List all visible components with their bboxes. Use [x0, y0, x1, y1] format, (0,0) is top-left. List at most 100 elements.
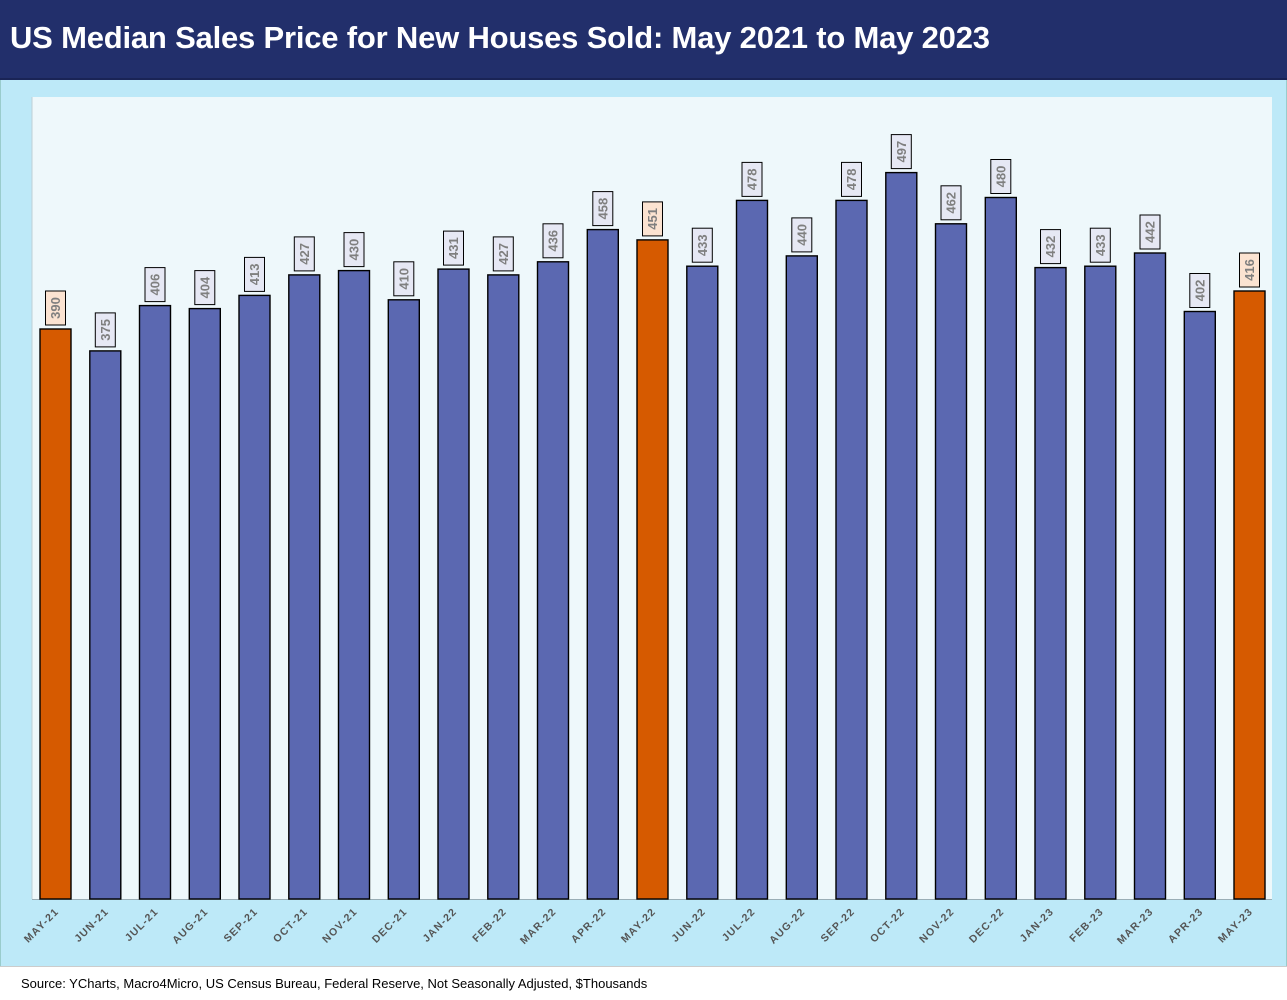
bar-apr-22 — [586, 228, 619, 900]
data-label-box-sep-22 — [841, 161, 862, 197]
data-label-box-oct-21 — [293, 236, 315, 272]
data-label-box-jun-22 — [691, 227, 713, 263]
data-label-box-apr-23 — [1189, 273, 1211, 308]
bar-feb-22 — [487, 274, 520, 900]
bar-mar-22 — [536, 261, 570, 900]
x-tick-jul-21: JUL-21 — [123, 906, 161, 944]
data-label-dec-22: 480 — [993, 166, 1008, 188]
data-label-aug-22: 440 — [794, 224, 809, 246]
data-label-box-apr-22 — [592, 191, 614, 227]
bar-nov-21 — [337, 269, 371, 900]
data-label-jun-22: 433 — [695, 234, 710, 256]
data-label-box-oct-22 — [890, 134, 912, 170]
data-label-apr-23: 402 — [1192, 280, 1207, 302]
data-label-dec-21: 410 — [396, 268, 411, 290]
bar-jul-22 — [735, 199, 769, 900]
data-label-jul-21: 406 — [148, 274, 163, 296]
bars-group — [39, 171, 1266, 900]
bar-chart: 390 375 406 404 413 427 430 410 431 427 436 458 451 4… — [22, 97, 1272, 947]
x-tick-feb-23: FEB-23 — [1067, 906, 1106, 945]
bar-oct-22 — [885, 171, 918, 900]
x-tick-dec-22: DEC-22 — [967, 906, 1007, 946]
chart-title: US Median Sales Price for New Houses Sol… — [10, 20, 990, 55]
data-label-box-jul-21 — [144, 267, 166, 303]
data-label-sep-21: 413 — [247, 264, 262, 286]
bar-jun-22 — [686, 265, 719, 900]
chart-area: 390 375 406 404 413 427 430 410 431 427 436 458 451 4… — [0, 80, 1287, 966]
bar-nov-22 — [934, 223, 968, 900]
bar-jan-22 — [437, 268, 470, 900]
data-label-oct-21: 427 — [297, 243, 312, 265]
x-tick-jul-22: JUL-22 — [720, 906, 758, 944]
data-label-box-feb-22 — [492, 236, 514, 272]
x-tick-aug-22: AUG-22 — [767, 906, 808, 947]
bar-may-21 — [39, 328, 72, 900]
x-tick-oct-22: OCT-22 — [868, 906, 908, 946]
data-label-nov-22: 462 — [944, 192, 959, 214]
data-label-may-21: 390 — [48, 297, 63, 319]
data-label-box-feb-23 — [1089, 227, 1111, 263]
x-tick-jan-23: JAN-23 — [1017, 906, 1056, 945]
x-tick-nov-22: NOV-22 — [917, 906, 957, 946]
data-label-box-jun-21 — [94, 312, 116, 348]
data-label-box-may-22 — [642, 201, 663, 237]
x-tick-may-22: MAY-22 — [619, 906, 659, 946]
data-label-box-nov-22 — [940, 185, 962, 221]
data-label-box-dec-22 — [990, 159, 1012, 194]
bar-apr-23 — [1183, 310, 1217, 900]
x-tick-mar-22: MAR-22 — [518, 906, 559, 947]
data-label-may-23: 416 — [1242, 259, 1257, 281]
bar-sep-21 — [238, 294, 271, 900]
bar-oct-21 — [288, 274, 321, 900]
data-label-aug-21: 404 — [197, 276, 212, 298]
data-label-jan-23: 432 — [1043, 236, 1058, 258]
data-label-jan-22: 431 — [446, 237, 461, 259]
bar-dec-22 — [984, 196, 1017, 900]
bar-aug-22 — [785, 255, 818, 900]
data-label-sep-22: 478 — [844, 169, 859, 191]
data-label-nov-21: 430 — [347, 239, 362, 261]
data-label-box-nov-21 — [343, 232, 365, 268]
bar-jun-21 — [89, 350, 122, 900]
data-label-may-22: 451 — [645, 208, 660, 230]
title-bar: US Median Sales Price for New Houses Sol… — [0, 0, 1287, 80]
data-label-feb-23: 433 — [1093, 234, 1108, 256]
data-label-oct-22: 497 — [894, 141, 909, 163]
x-tick-apr-23: APR-23 — [1166, 906, 1206, 946]
x-tick-jun-22: JUN-22 — [669, 906, 708, 945]
bar-mar-23 — [1133, 252, 1167, 900]
data-label-box-mar-23 — [1139, 214, 1161, 250]
data-label-mar-22: 436 — [546, 230, 561, 252]
x-tick-jun-21: JUN-21 — [72, 906, 111, 945]
source-note: Source: YCharts, Macro4Micro, US Census … — [21, 976, 648, 991]
data-label-jul-22: 478 — [745, 169, 760, 191]
bar-dec-21 — [387, 299, 420, 900]
x-tick-feb-22: FEB-22 — [470, 906, 509, 945]
data-labels-group: 390 375 406 404 413 427 430 410 431 427 436 458 451 4… — [45, 134, 1260, 348]
data-label-box-jul-22 — [741, 161, 763, 197]
bar-sep-22 — [835, 199, 868, 900]
data-label-box-aug-22 — [791, 217, 813, 253]
data-label-box-jan-23 — [1040, 229, 1061, 265]
data-label-box-may-21 — [45, 290, 66, 326]
x-tick-mar-23: MAR-23 — [1115, 906, 1156, 947]
bar-may-23 — [1233, 290, 1266, 900]
data-label-feb-22: 427 — [496, 243, 511, 265]
data-label-box-may-23 — [1239, 252, 1260, 288]
footer: Source: YCharts, Macro4Micro, US Census … — [0, 966, 1287, 1000]
data-label-jun-21: 375 — [98, 319, 113, 341]
x-tick-may-23: MAY-23 — [1216, 906, 1256, 946]
data-label-box-aug-21 — [194, 270, 216, 306]
bar-aug-21 — [188, 307, 222, 900]
x-tick-sep-21: SEP-21 — [221, 906, 260, 945]
bar-jan-23 — [1034, 266, 1067, 900]
bar-jul-21 — [138, 304, 172, 900]
data-label-box-dec-21 — [393, 261, 415, 297]
data-label-box-jan-22 — [443, 230, 464, 266]
x-tick-sep-22: SEP-22 — [818, 906, 857, 945]
data-label-apr-22: 458 — [595, 198, 610, 220]
data-label-box-sep-21 — [244, 256, 265, 292]
data-label-box-mar-22 — [542, 223, 564, 259]
x-tick-apr-22: APR-22 — [569, 906, 609, 946]
x-tick-dec-21: DEC-21 — [370, 906, 410, 946]
